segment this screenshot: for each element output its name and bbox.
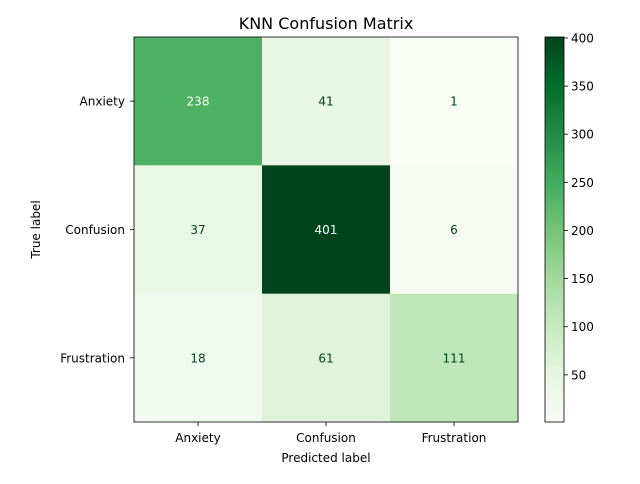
y-tick-label: Confusion xyxy=(65,223,125,237)
heatmap-cells xyxy=(134,37,519,423)
cell-value-label: 6 xyxy=(450,223,458,237)
x-axis: Anxiety Confusion Frustration xyxy=(175,422,486,445)
heatmap-cell xyxy=(390,293,519,423)
colorbar-tick-label: 50 xyxy=(571,368,586,382)
heatmap-cell xyxy=(390,37,519,166)
heatmap-cell xyxy=(134,165,263,295)
heatmap-cell xyxy=(262,293,391,423)
y-axis: Anxiety Confusion Frustration xyxy=(60,95,134,365)
heatmap-cell xyxy=(390,165,519,295)
colorbar-tick-label: 250 xyxy=(571,176,594,190)
colorbar-tick-label: 400 xyxy=(571,31,594,45)
colorbar-tick-label: 300 xyxy=(571,128,594,142)
x-tick-label: Frustration xyxy=(422,431,487,445)
colorbar-tick-label: 150 xyxy=(571,272,594,286)
chart-title: KNN Confusion Matrix xyxy=(239,14,414,33)
cell-value-label: 18 xyxy=(190,351,205,365)
x-axis-label: Predicted label xyxy=(281,451,370,465)
heatmap-cell xyxy=(134,37,263,166)
heatmap-cell xyxy=(134,293,263,423)
cell-value-labels: 238 41 1 37 401 6 18 61 111 xyxy=(187,95,466,366)
cell-value-label: 61 xyxy=(318,351,333,365)
x-tick-label: Anxiety xyxy=(175,431,220,445)
y-tick-label: Anxiety xyxy=(80,95,125,109)
cell-value-label: 37 xyxy=(190,223,205,237)
cell-value-label: 238 xyxy=(187,95,210,109)
colorbar-tick-label: 200 xyxy=(571,224,594,238)
cell-value-label: 111 xyxy=(443,351,466,365)
colorbar xyxy=(544,36,565,423)
heatmap-cell xyxy=(262,165,391,295)
heatmap-cell xyxy=(262,37,391,166)
colorbar-tick-label: 350 xyxy=(571,80,594,94)
cell-value-label: 401 xyxy=(315,223,338,237)
y-tick-label: Frustration xyxy=(60,351,125,365)
y-axis-label: True label xyxy=(29,200,43,259)
colorbar-tick-label: 100 xyxy=(571,320,594,334)
cell-value-label: 41 xyxy=(318,95,333,109)
x-tick-label: Confusion xyxy=(296,431,356,445)
colorbar-ticks: 50 100 150 200 250 300 350 400 xyxy=(564,31,594,382)
cell-value-label: 1 xyxy=(450,95,458,109)
